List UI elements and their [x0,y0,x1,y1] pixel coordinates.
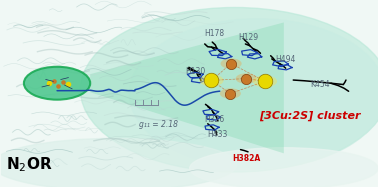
Point [46,81,52,84]
Circle shape [24,67,90,100]
Point [227,92,233,95]
Point [243,77,249,80]
Circle shape [220,88,241,99]
Point [60,81,66,84]
Text: H130: H130 [185,67,205,76]
Text: K454: K454 [310,80,329,89]
Ellipse shape [0,138,237,187]
Text: H382A: H382A [232,154,260,163]
Text: H326: H326 [204,115,224,124]
Polygon shape [90,22,284,153]
Text: [3Cu:2S] cluster: [3Cu:2S] cluster [259,111,361,121]
Circle shape [235,73,257,84]
Ellipse shape [129,19,378,168]
Circle shape [220,58,242,69]
Point [228,62,234,65]
Point [262,80,268,83]
Ellipse shape [190,148,378,187]
Text: H433: H433 [208,130,228,139]
Circle shape [200,74,223,86]
Point [55,84,61,87]
Text: g₁₁ = 2.18: g₁₁ = 2.18 [139,120,178,129]
Point [65,82,71,85]
Text: H178: H178 [204,29,224,38]
Text: H129: H129 [238,33,258,42]
Point [51,79,57,82]
Point [209,79,215,82]
Circle shape [253,75,277,87]
Text: H494: H494 [276,55,296,64]
Text: N$_2$OR: N$_2$OR [6,155,53,174]
Ellipse shape [81,7,378,172]
